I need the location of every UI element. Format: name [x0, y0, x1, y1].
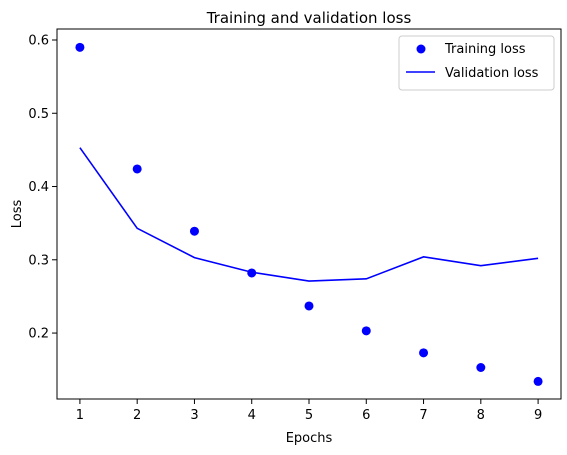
training-loss-point [476, 362, 486, 372]
x-tick-label: 7 [419, 408, 427, 423]
training-loss-point [304, 301, 314, 311]
x-tick-label: 5 [305, 408, 313, 423]
training-loss-point [361, 326, 371, 336]
x-tick-label: 8 [477, 408, 485, 423]
training-loss-point [189, 226, 199, 236]
x-axis-label: Epochs [286, 431, 333, 446]
legend-training-marker [416, 44, 426, 54]
training-loss-point [132, 164, 142, 174]
legend: Training loss Validation loss [398, 35, 555, 91]
plot-area: 1 2 3 4 5 6 7 8 9 0.2 0.3 0.4 0.5 0.6 [28, 28, 562, 423]
x-tick-label: 2 [133, 408, 141, 423]
y-tick-label: 0.6 [28, 33, 49, 48]
y-tick-label: 0.2 [28, 327, 49, 342]
training-loss-point [419, 348, 429, 358]
y-tick-label: 0.3 [28, 253, 49, 268]
y-tick-label: 0.4 [28, 180, 49, 195]
validation-loss-line [79, 147, 539, 282]
training-loss-point [533, 376, 543, 386]
y-tick-label: 0.5 [28, 107, 49, 122]
x-axis: 1 2 3 4 5 6 7 8 9 [76, 399, 542, 423]
legend-box [398, 35, 555, 91]
legend-training-label: Training loss [444, 42, 526, 57]
x-tick-label: 4 [248, 408, 256, 423]
y-axis-label: Loss [10, 200, 25, 229]
x-tick-label: 3 [190, 408, 198, 423]
x-tick-label: 9 [534, 408, 542, 423]
legend-validation-label: Validation loss [445, 66, 539, 81]
x-tick-label: 1 [76, 408, 84, 423]
training-loss-point [75, 42, 85, 52]
y-axis: 0.2 0.3 0.4 0.5 0.6 [28, 33, 57, 342]
training-loss-points [75, 42, 543, 386]
chart-title: Training and validation loss [206, 9, 412, 27]
training-loss-point [247, 268, 257, 278]
x-tick-label: 6 [362, 408, 370, 423]
